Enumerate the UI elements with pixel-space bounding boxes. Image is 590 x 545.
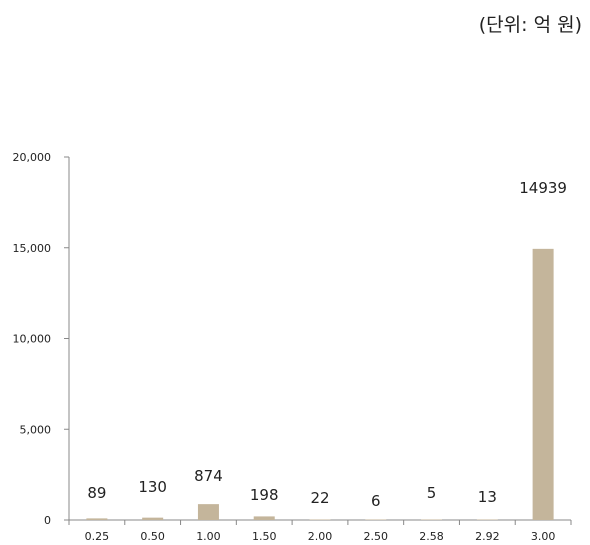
bar-2.00: [309, 519, 331, 520]
bar-2.92: [476, 519, 498, 520]
data-label: 5: [427, 484, 437, 502]
y-tick-label: 15,000: [13, 242, 52, 255]
bar-0.25: [86, 518, 108, 520]
y-tick-label: 10,000: [13, 333, 52, 346]
x-tick-label: 3.00: [531, 530, 556, 543]
data-label: 198: [250, 486, 279, 504]
bar-0.50: [142, 517, 164, 520]
bar-1.50: [253, 516, 275, 520]
x-axis: 0.25 0.50 1.00 1.50 2.00 2.50 2.58 2.92 3.00: [68, 519, 572, 543]
bars: [86, 248, 554, 520]
data-label: 14939: [519, 179, 567, 197]
data-label: 13: [478, 488, 497, 506]
y-tick-label: 0: [44, 514, 51, 527]
data-label: 89: [87, 484, 106, 502]
data-label: 22: [310, 489, 329, 507]
x-tick-label: 0.25: [85, 530, 110, 543]
x-tick-label: 2.50: [364, 530, 389, 543]
y-tick-label: 5,000: [20, 423, 52, 436]
data-labels: 89 130 874 198 22 6 5 13 14939: [87, 179, 567, 510]
data-label: 130: [138, 478, 167, 496]
x-tick-label: 1.50: [252, 530, 277, 543]
x-tick-label: 2.00: [308, 530, 333, 543]
data-label: 6: [371, 492, 381, 510]
x-tick-label: 2.58: [419, 530, 444, 543]
bar-3.00: [532, 248, 554, 520]
bar-2.50: [365, 519, 387, 520]
y-tick-label: 20,000: [13, 151, 52, 164]
y-axis: 0 5,000 10,000 15,000 20,000: [13, 151, 70, 527]
unit-note: (단위: 억 원): [478, 14, 582, 36]
bar-1.00: [197, 504, 219, 520]
data-label: 874: [194, 467, 223, 485]
bar-2.58: [421, 519, 443, 520]
x-tick-label: 0.50: [140, 530, 165, 543]
x-tick-label: 1.00: [196, 530, 221, 543]
x-tick-label: 2.92: [475, 530, 500, 543]
